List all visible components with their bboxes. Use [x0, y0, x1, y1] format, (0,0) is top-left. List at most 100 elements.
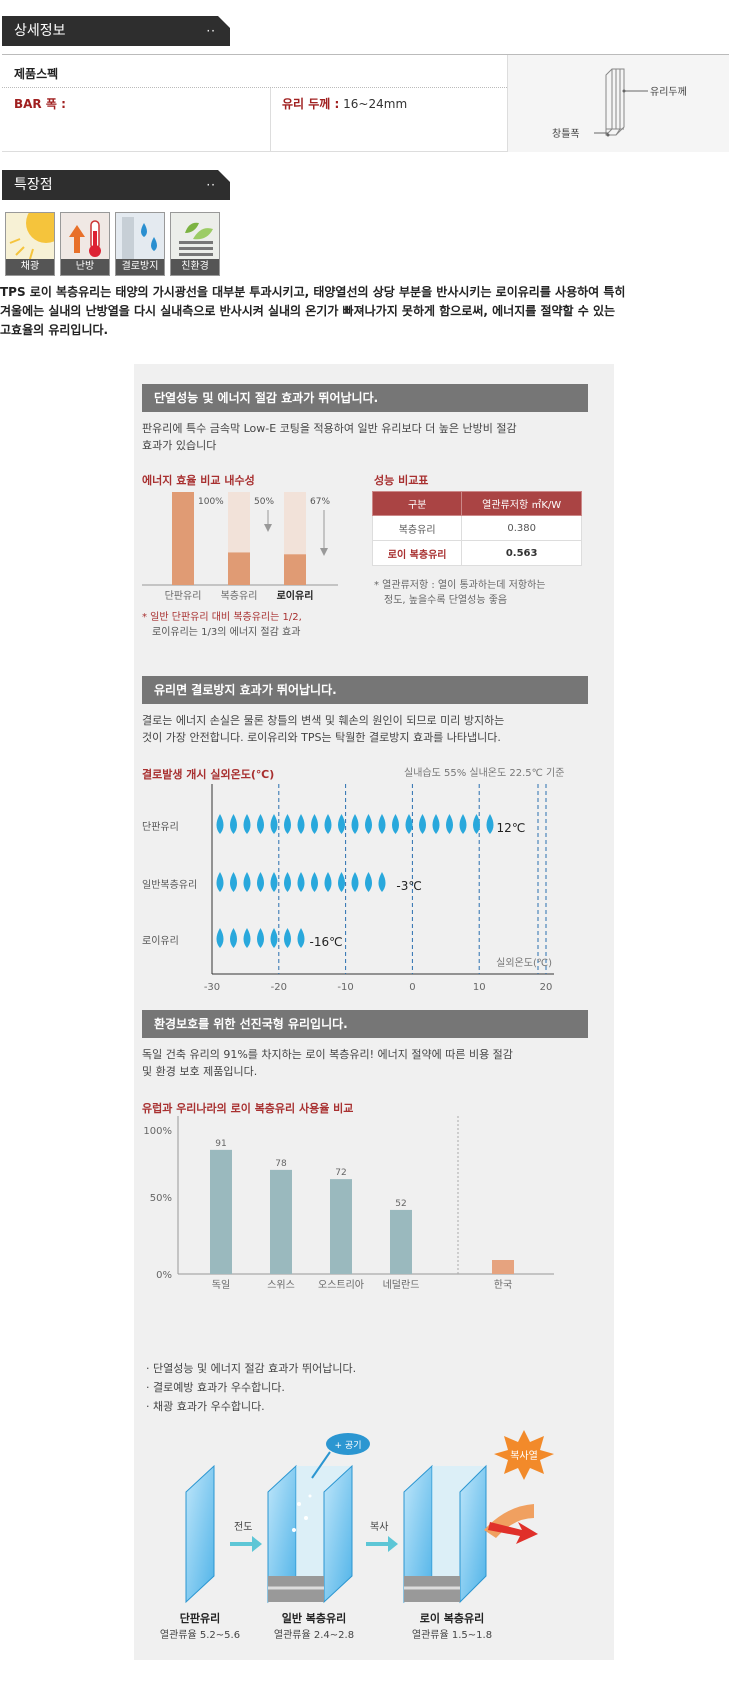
water-drop [216, 872, 224, 892]
bullet-item: · 결로예방 효과가 우수합니다. [146, 1381, 285, 1394]
intro-line: TPS 로이 복층유리는 태양의 가시광선을 대부분 투과시키고, 태양열선의 … [0, 285, 626, 299]
water-drop [311, 872, 318, 892]
data-label: 78 [275, 1159, 287, 1169]
water-drop [230, 872, 237, 892]
water-drop [324, 872, 332, 892]
water-drop [486, 814, 494, 834]
category-label: 복층유리 [221, 590, 258, 602]
water-drop [257, 928, 264, 948]
info-panel: 단열성능 및 에너지 절감 효과가 뛰어납니다. 판유리에 특수 금속막 Low… [134, 364, 614, 1660]
water-drop [338, 872, 345, 892]
water-drop [230, 814, 237, 834]
feature-tab-label: 특장점 [14, 177, 53, 193]
air-label: + 공기 [335, 1440, 362, 1451]
arrow-icon [366, 1536, 398, 1552]
water-drop [351, 814, 359, 834]
feature-condensation: 결로방지 [115, 212, 165, 276]
air-badge [326, 1433, 370, 1455]
diagram-frame-label: 창틀폭 [552, 128, 580, 140]
usage-chart: 0% 50% 100% 91 독일 78 스위스 72 오스트리아 52 네덜란드 한국 [143, 1116, 554, 1291]
intro-text: TPS 로이 복층유리는 태양의 가시광선을 대부분 투과시키고, 태양열선의 … [0, 283, 730, 340]
radiant-label: 복사열 [510, 1450, 538, 1462]
water-drop [297, 928, 305, 948]
section1-heading: 단열성능 및 에너지 절감 효과가 뛰어납니다. [142, 384, 588, 412]
single-glass-icon [185, 1464, 215, 1604]
bar [330, 1179, 352, 1274]
bar [228, 552, 250, 585]
arrow-head [264, 524, 272, 532]
thermometer-icon [61, 213, 109, 261]
data-label: 91 [215, 1139, 226, 1149]
detail-tab-label: 상세정보 [14, 23, 66, 39]
table-note: * 열관류저항 : 열이 통과하는데 저항하는 정도, 높을수록 단열성능 좋음 [374, 580, 546, 606]
water-drop [324, 814, 332, 834]
water-drop [230, 928, 237, 948]
water-drop [459, 814, 467, 834]
glass-value: 열관류율 5.2~5.6 [160, 1629, 240, 1641]
usage-chart-title: 유럽과 우리나라의 로이 복층유리 사용율 비교 [142, 1102, 354, 1115]
detail-tab-dots: ·· [206, 24, 216, 38]
table-header: 구분 [371, 491, 463, 516]
compare-table-title: 성능 비교표 [374, 474, 429, 487]
water-drop [284, 928, 291, 948]
window-frame-icon: 유리두께 창틀폭 [552, 68, 687, 140]
section1-text: 판유리에 특수 금속막 Low-E 코팅을 적용하여 일반 유리보다 더 높은 … [142, 422, 517, 452]
feature-daylight: 채광 [5, 212, 55, 276]
water-drop [216, 814, 224, 834]
double-glass-icon [267, 1464, 353, 1604]
bar [270, 1169, 292, 1274]
section3-text: 독일 건축 유리의 91%를 차지하는 로이 복층유리! 에너지 절약에 따른 … [142, 1048, 513, 1078]
water-drop [297, 872, 305, 892]
category-label: 독일 [212, 1279, 230, 1291]
water-drop [351, 872, 359, 892]
category-label: 단판유리 [165, 590, 202, 602]
drop-row [216, 872, 386, 892]
glass-name: 로이 복층유리 [420, 1611, 485, 1625]
tick-label: 10 [473, 982, 486, 993]
water-drop [392, 814, 399, 834]
glass-name: 단판유리 [180, 1611, 220, 1625]
data-label: -16℃ [310, 935, 343, 949]
bar-width-label: BAR 폭 : [14, 97, 66, 111]
bar [210, 1149, 232, 1274]
glass-thickness-row: 유리 두께 : 16~24mm [282, 95, 407, 112]
leaf-icon [171, 213, 219, 261]
feature-heating: 난방 [60, 212, 110, 276]
water-drop [378, 872, 386, 892]
data-label: -3℃ [396, 879, 421, 893]
drop-row [216, 928, 305, 948]
tick-label: 20 [540, 982, 553, 993]
tick-label: 0% [156, 1270, 172, 1281]
category-label: 스위스 [267, 1278, 295, 1291]
water-drop-icon [116, 213, 164, 261]
detail-tab: 상세정보 ·· [2, 15, 231, 46]
feature-tab-dots: ·· [206, 178, 216, 192]
section3-heading: 환경보호를 위한 선진국형 유리입니다. [142, 1010, 588, 1038]
tick-label: 0 [409, 982, 415, 993]
energy-efficiency-chart: 100% 단판유리 50% 복층유리 67% 로이유리 [142, 492, 338, 602]
window-frame-diagram: 유리두께 창틀폭 [507, 55, 729, 152]
tick-label: 50% [150, 1193, 172, 1204]
water-drop [338, 814, 345, 834]
water-drop [270, 928, 278, 948]
water-drop [419, 814, 426, 834]
spec-title: 제품스펙 [14, 67, 59, 81]
water-drop [405, 814, 413, 834]
table-header: 열관류저항 ㎡K/W [461, 491, 582, 516]
spec-table: 제품스펙 BAR 폭 : 유리 두께 : 16~24mm 유리두께 창틀폭 [2, 54, 729, 152]
bar-width-row: BAR 폭 : [14, 95, 66, 112]
performance-table: 구분 열관류저항 ㎡K/W 복층유리 0.380 로이 복층유리 0.563 [371, 491, 582, 566]
tick-label: -30 [204, 982, 220, 993]
glass-value: 열관류율 2.4~2.8 [274, 1629, 354, 1641]
tick-label: 100% [143, 1126, 172, 1137]
condition-text: 실내습도 55% 실내온도 22.5℃ 기준 [404, 768, 565, 779]
conduction-label: 전도 [234, 1521, 252, 1533]
chart-note: * 일반 단판유리 대비 복층유리는 1/2, 로이유리는 1/3의 에너지 절… [142, 612, 302, 638]
water-drop [365, 814, 372, 834]
data-label: 100% [198, 497, 224, 507]
radiant-heat-badge [494, 1430, 554, 1480]
feature-label: 결로방지 [116, 259, 164, 275]
row-label: 단판유리 [142, 821, 179, 833]
reflect-arrow-icon [488, 1522, 538, 1544]
glass-value: 열관류율 1.5~1.8 [412, 1629, 492, 1641]
